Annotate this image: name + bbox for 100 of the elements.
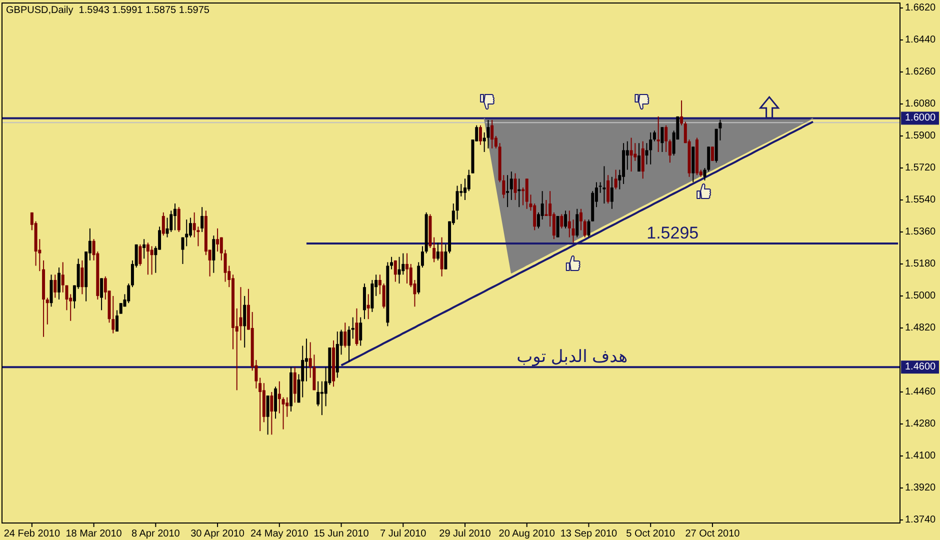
- candlestick: [282, 396, 285, 430]
- candlestick: [444, 244, 448, 270]
- candlestick: [185, 219, 188, 247]
- y-tick-label: 1.5900: [905, 130, 936, 142]
- candlestick: [710, 146, 714, 162]
- candlestick: [432, 236, 436, 263]
- candlestick: [142, 238, 146, 260]
- candlestick: [656, 116, 660, 152]
- candlestick: [606, 174, 610, 204]
- candlestick: [177, 206, 180, 232]
- candlestick: [150, 246, 154, 276]
- candlestick: [649, 132, 652, 165]
- x-tick-label: 15 Jun 2010: [314, 528, 370, 540]
- candlestick: [344, 322, 347, 348]
- candlestick: [568, 210, 571, 238]
- candlestick: [525, 178, 528, 210]
- candlestick: [54, 274, 57, 298]
- candlestick: [378, 274, 382, 295]
- candlestick: [506, 174, 510, 208]
- candlestick: [614, 169, 618, 190]
- candlestick: [100, 278, 104, 311]
- annotation: 1.5295: [646, 224, 699, 243]
- candlestick: [348, 326, 350, 362]
- x-tick-label: 27 Oct 2010: [685, 528, 740, 540]
- y-tick-label: 1.6440: [905, 34, 936, 46]
- candlestick: [266, 395, 270, 436]
- x-tick-label: 20 Aug 2010: [498, 528, 556, 540]
- candlestick: [200, 206, 204, 232]
- candlestick: [188, 217, 192, 238]
- candlestick: [146, 242, 150, 276]
- candlestick: [406, 252, 408, 284]
- candlestick: [583, 219, 586, 238]
- candlestick: [359, 316, 362, 346]
- y-tick-label: 1.5720: [905, 162, 936, 174]
- y-tick-label: 1.5540: [905, 194, 936, 206]
- candlestick: [641, 140, 644, 180]
- candlestick: [645, 142, 648, 165]
- candlestick: [544, 199, 548, 216]
- candlestick: [652, 130, 656, 142]
- x-tick-label: 29 Jul 2010: [439, 528, 492, 540]
- y-tick-label: 1.6620: [905, 2, 936, 14]
- candlestick: [602, 166, 606, 204]
- candlestick: [630, 137, 633, 172]
- candlestick: [572, 219, 575, 244]
- candlestick: [174, 203, 176, 231]
- candlestick: [533, 203, 536, 231]
- candlestick: [162, 212, 165, 236]
- candlestick: [440, 236, 444, 277]
- y-tick-label: 1.5000: [905, 290, 936, 302]
- candlestick: [351, 316, 354, 340]
- candlestick: [464, 178, 466, 200]
- candlestick: [420, 246, 424, 268]
- candlestick: [80, 260, 84, 295]
- candlestick: [556, 215, 560, 238]
- x-tick-label: 30 Apr 2010: [190, 528, 245, 540]
- y-tick-label: 1.4820: [905, 322, 936, 334]
- candlestick: [127, 283, 130, 304]
- candlestick: [274, 386, 278, 420]
- candlestick: [436, 242, 440, 261]
- y-tick-label: 1.5180: [905, 258, 936, 270]
- candlestick: [293, 366, 296, 404]
- candlestick: [664, 124, 668, 152]
- chart-title: GBPUSD,Daily 1.5943 1.5991 1.5875 1.5975: [6, 5, 210, 16]
- candlestick: [304, 338, 308, 382]
- x-tick-label: 24 Feb 2010: [4, 528, 60, 540]
- candlestick: [510, 171, 513, 200]
- candlestick: [486, 119, 490, 149]
- candlestick: [580, 208, 582, 231]
- candlestick: [278, 380, 281, 414]
- candlestick: [119, 302, 122, 314]
- candlestick: [270, 391, 274, 436]
- y-tick-label: 1.4460: [905, 386, 936, 398]
- x-tick-label: 8 Apr 2010: [131, 528, 180, 540]
- candlestick: [660, 126, 664, 152]
- candlestick: [181, 236, 184, 264]
- candlestick: [382, 283, 386, 309]
- y-tick-label: 1.3920: [905, 482, 936, 494]
- candlestick: [668, 139, 672, 164]
- candlestick: [220, 236, 223, 261]
- candlestick: [390, 256, 394, 270]
- candlestick: [514, 172, 517, 200]
- candlestick: [116, 310, 118, 332]
- candlestick: [610, 176, 614, 210]
- candlestick: [707, 146, 710, 172]
- candlestick: [362, 283, 366, 320]
- y-tick-label: 1.6260: [905, 66, 936, 78]
- candlestick: [638, 142, 640, 172]
- ref-line-label: 1.6000: [905, 112, 936, 124]
- candlestick: [138, 244, 142, 266]
- candlestick: [478, 124, 482, 146]
- candlestick: [355, 308, 358, 346]
- candlestick: [490, 119, 494, 149]
- candlestick: [216, 228, 220, 252]
- annotation: هدف الدبل توب: [516, 347, 628, 368]
- x-tick-label: 7 Jul 2010: [380, 528, 427, 540]
- candlestick: [680, 100, 684, 126]
- x-tick-label: 24 May 2010: [250, 528, 309, 540]
- x-tick-label: 13 Sep 2010: [560, 528, 618, 540]
- candlestick: [560, 214, 564, 229]
- y-tick-label: 1.4100: [905, 450, 936, 462]
